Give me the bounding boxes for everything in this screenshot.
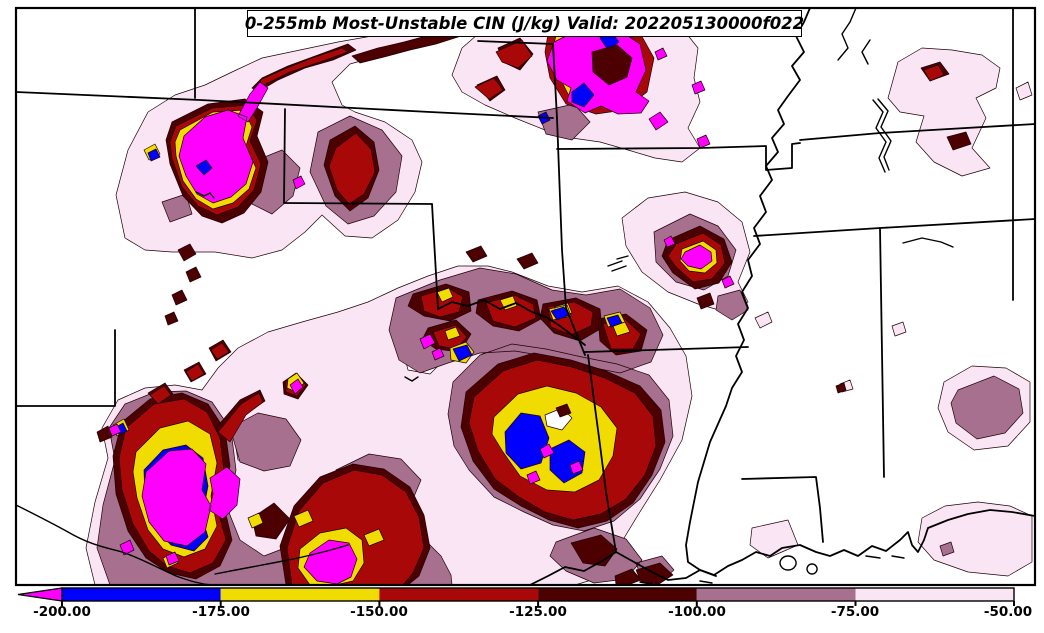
colorbar <box>17 587 1015 606</box>
colorbar-tick-label-neg175: -175.00 <box>192 604 250 620</box>
colorbar-tick-label-neg100: -100.00 <box>668 604 726 620</box>
border-kentucky-tennessee <box>799 123 1036 141</box>
cin-fill-below-neg200 <box>108 26 735 585</box>
colorbar-seg-neg200-neg175 <box>62 588 221 601</box>
texas-river <box>214 544 349 575</box>
border-mississippi-alabama <box>879 227 885 478</box>
border-missouri-arkansas-west <box>556 117 586 356</box>
colorbar-tick-label-neg150: -150.00 <box>350 604 408 620</box>
colorbar-seg-neg75-neg50 <box>855 588 1014 601</box>
colorbar-seg-neg100-neg75 <box>696 588 856 601</box>
border-texas-panhandle-east <box>431 203 439 310</box>
border-sabine-texas-louisiana <box>587 354 617 553</box>
new-mexico-squiggle <box>195 191 215 199</box>
state-borders <box>15 7 1036 586</box>
colorbar-seg-neg125-neg100 <box>538 588 697 601</box>
border-tennessee-south <box>753 218 1036 237</box>
river-lines <box>15 7 954 586</box>
east-texas-squiggle <box>404 376 419 382</box>
border-missouri-arkansas <box>556 142 801 171</box>
rio-grande-river <box>15 504 213 586</box>
tennessee-river-lake <box>902 237 954 248</box>
border-mississippi-river <box>685 7 811 577</box>
border-newmexico-south <box>15 329 116 407</box>
colorbar-tick-label-neg200: -200.00 <box>33 604 91 620</box>
gulf-coastline <box>529 509 1036 586</box>
mississippi-bend-river <box>872 98 892 173</box>
coastal-islands <box>639 555 905 586</box>
border-red-river <box>437 299 586 346</box>
colorbar-seg-neg150-neg125 <box>379 588 539 601</box>
cin-fill-maroon-cores <box>555 44 633 418</box>
border-arkansas-louisiana <box>584 346 749 353</box>
colorbar-tick-label-neg50: -50.00 <box>983 604 1033 620</box>
map-title-box: 0-255mb Most-Unstable CIN (J/kg) Valid: … <box>244 10 805 37</box>
border-missouri-west-top <box>552 43 558 119</box>
border-louisiana-mississippi <box>741 476 824 543</box>
map-frame <box>14 6 1037 587</box>
cin-filled-contours <box>85 11 1033 586</box>
border-kansas-northeast <box>477 40 554 45</box>
border-colorado-south <box>15 91 554 119</box>
oklahoma-lake-squiggle <box>607 255 629 272</box>
colorbar-tick-label-neg125: -125.00 <box>509 604 567 620</box>
border-panhandle-south <box>283 202 433 205</box>
colorbar-arrow-below-neg200 <box>17 587 63 602</box>
colorbar-seg-neg175-neg150 <box>220 588 380 601</box>
border-newmexico-east <box>283 108 286 204</box>
ohio-river-squiggle <box>837 7 871 65</box>
colorbar-tick-label-neg75: -75.00 <box>830 604 880 620</box>
colorbar-ticks <box>61 601 1015 606</box>
map-title: 0-255mb Most-Unstable CIN (J/kg) Valid: … <box>244 14 805 33</box>
